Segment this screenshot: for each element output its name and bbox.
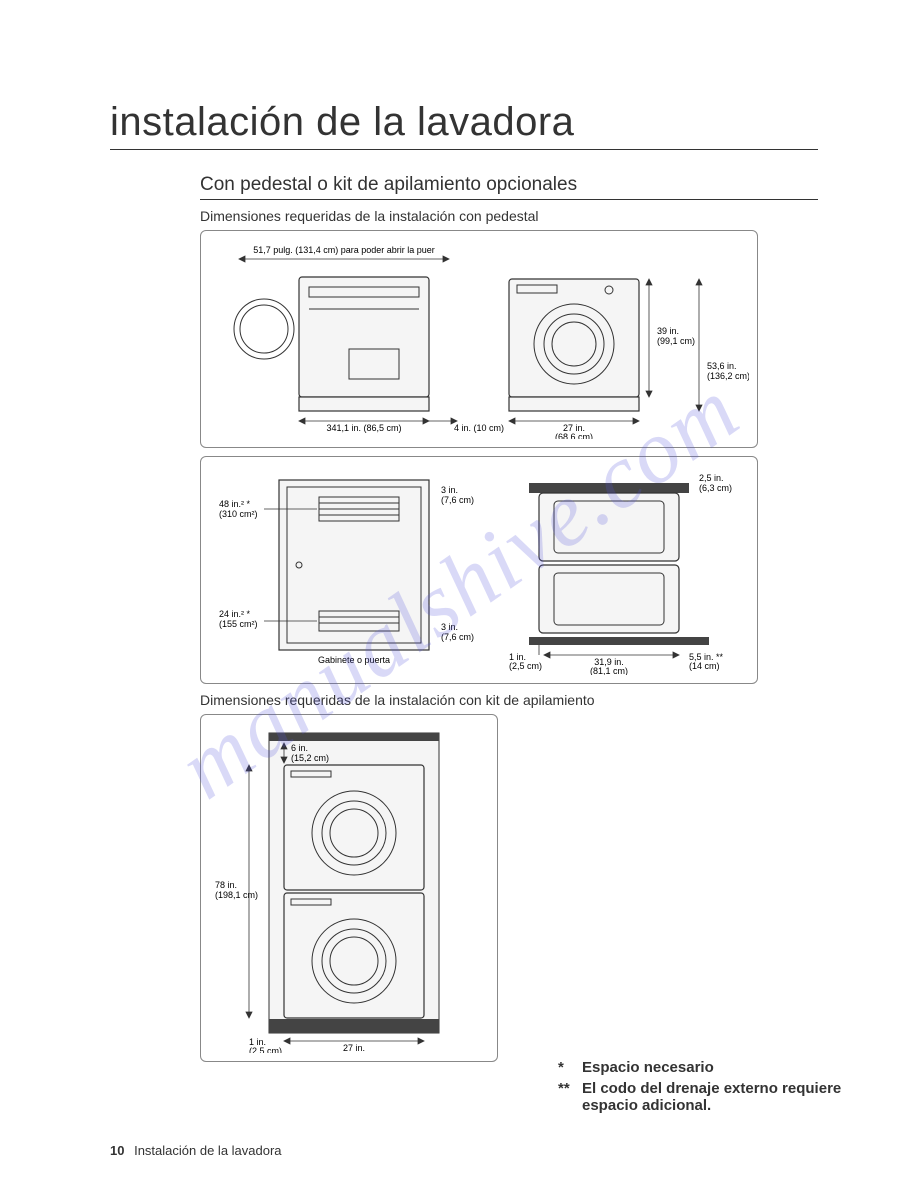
dim-front-w: 27 in.(68,6 cm) (555, 423, 593, 439)
main-title: instalación de la lavadora (110, 100, 818, 150)
footnote-marker-2: ** (558, 1080, 582, 1114)
cabinet-label: Gabinete o puerta (318, 655, 390, 665)
dim-stack-h: 78 in.(198,1 cm) (215, 880, 258, 900)
dim-side-width: 341,1 in. (86,5 cm) (326, 423, 401, 433)
dim-vent-bot: 24 in.² *(155 cm²) (219, 609, 258, 629)
dim-rg: 5,5 in. **(14 cm) (689, 652, 724, 671)
diagram-cabinet: 48 in.² *(310 cm²) 24 in.² *(155 cm²) 3 … (200, 456, 758, 684)
page-footer: 10 Instalación de la lavadora (110, 1143, 282, 1158)
dim-bot-gap: 3 in.(7,6 cm) (441, 622, 474, 642)
dim-midw: 31,9 in.(81,1 cm) (590, 657, 628, 675)
dim-top-gap: 3 in.(7,6 cm) (441, 485, 474, 505)
dim-front-h1: 39 in.(99,1 cm) (657, 326, 695, 346)
footnote-text-1: Espacio necesario (582, 1059, 714, 1076)
footnotes: * Espacio necesario ** El codo del drena… (558, 1059, 878, 1118)
dim-lg: 1 in.(2,5 cm) (509, 652, 542, 671)
dim-vent-top: 48 in.² *(310 cm²) (219, 499, 258, 519)
dim-stack-w: 27 in.(68,6 cm) (335, 1043, 373, 1053)
dim-front-h2: 53,6 in.(136,2 cm) (707, 361, 749, 381)
dim-side-gap: 4 in. (10 cm) (454, 423, 504, 433)
diagram-pedestal: 51,7 pulg. (131,4 cm) para poder abrir l… (200, 230, 758, 448)
page-number: 10 (110, 1143, 124, 1158)
footnote-marker-1: * (558, 1059, 582, 1076)
footnote-text-2: El codo del drenaje externo requiere esp… (582, 1080, 878, 1114)
footer-text: Instalación de la lavadora (134, 1143, 281, 1158)
dim-door-open: 51,7 pulg. (131,4 cm) para poder abrir l… (253, 245, 435, 255)
caption-stacking: Dimensiones requeridas de la instalación… (200, 692, 818, 708)
dim-stack-lg: 1 in.(2,5 cm) (249, 1037, 282, 1053)
diagram-stack: 6 in.(15,2 cm) 78 in.(198,1 cm) (200, 714, 498, 1062)
dim-tr: 2,5 in.(6,3 cm) (699, 473, 732, 493)
section-subtitle: Con pedestal o kit de apilamiento opcion… (200, 174, 818, 200)
caption-pedestal: Dimensiones requeridas de la instalación… (200, 208, 818, 224)
